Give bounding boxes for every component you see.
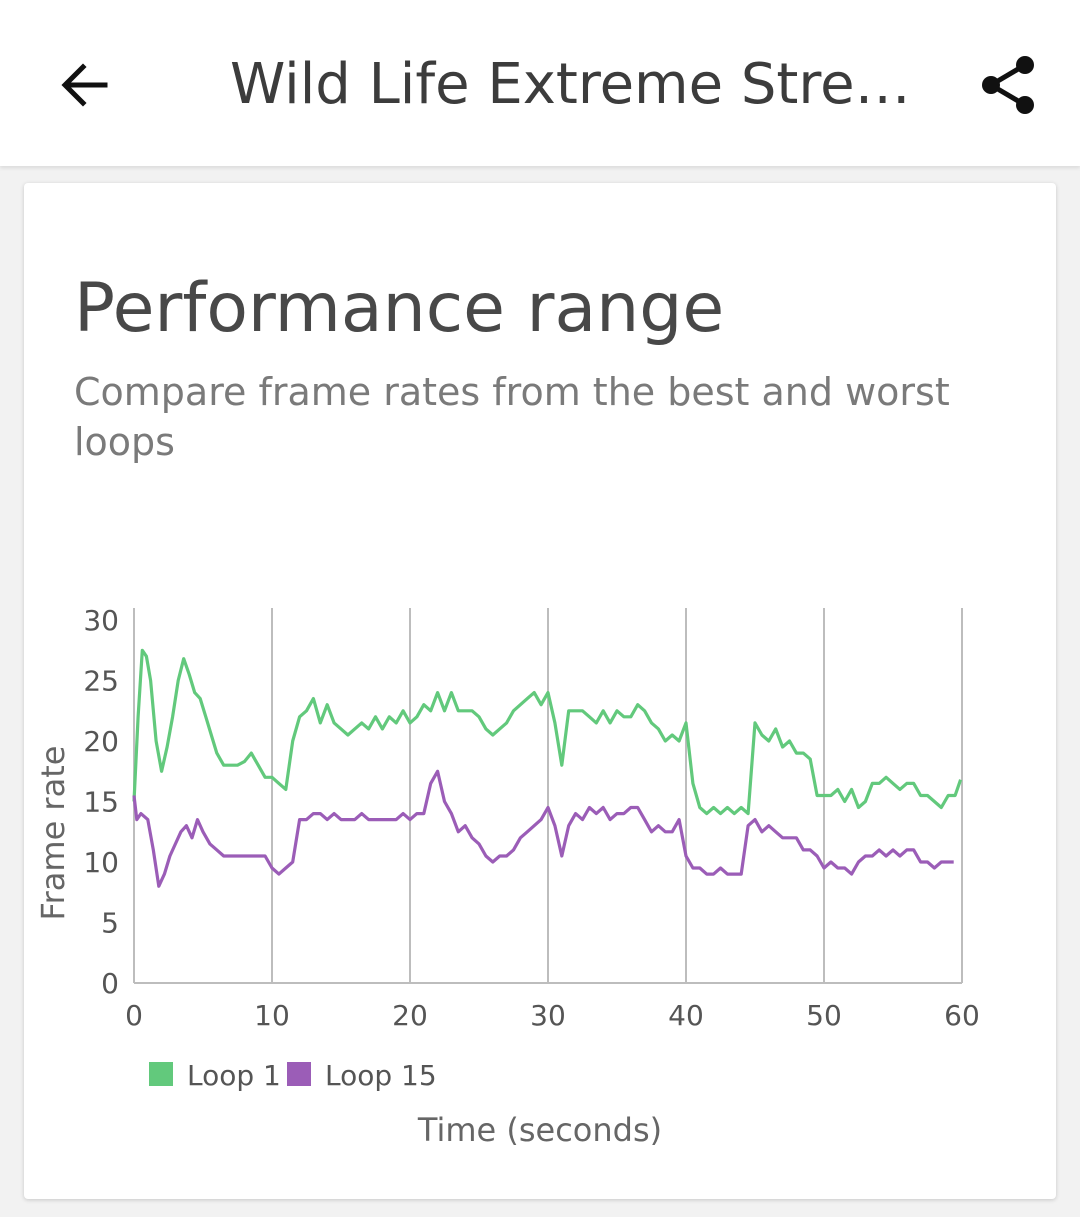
share-button[interactable]	[962, 38, 1056, 132]
x-tick-label: 50	[806, 999, 842, 1032]
arrow-left-icon	[61, 63, 108, 107]
frame-rate-chart: 0 10 20 30 40 50 60 0 5 10 15 20 25 30 Frame rate Tim…	[34, 604, 980, 1149]
y-tick-label: 20	[83, 725, 119, 758]
x-axis-title: Time (seconds)	[417, 1111, 662, 1149]
back-button[interactable]	[40, 40, 130, 130]
chart-legend: Loop 1 Loop 15	[149, 1059, 437, 1092]
x-tick-label: 40	[668, 999, 704, 1032]
x-tick-label: 30	[530, 999, 566, 1032]
performance-range-card: Performance range Compare frame rates fr…	[24, 183, 1056, 1199]
share-icon	[982, 56, 1034, 114]
app-bar-title: Wild Life Extreme Stress Test	[230, 52, 930, 117]
y-tick-label: 10	[83, 846, 119, 879]
card-title: Performance range	[74, 269, 725, 348]
series-line-loop-15	[132, 769, 954, 888]
x-tick-label: 60	[944, 999, 980, 1032]
y-tick-label: 0	[101, 967, 119, 1000]
y-axis-title: Frame rate	[34, 746, 72, 921]
chart-grid	[133, 608, 963, 984]
x-tick-label: 20	[392, 999, 428, 1032]
legend-swatch	[149, 1062, 173, 1086]
x-tick-label: 0	[125, 999, 143, 1032]
y-tick-label: 15	[83, 786, 119, 819]
y-tick-label: 30	[83, 604, 119, 637]
legend-label: Loop 15	[325, 1059, 437, 1092]
chart-ticks: 0 10 20 30 40 50 60 0 5 10 15 20 25 30	[83, 604, 979, 1032]
legend-label: Loop 1	[187, 1059, 281, 1092]
card-subtitle: Compare frame rates from the best and wo…	[74, 370, 950, 464]
y-tick-label: 5	[101, 907, 119, 940]
chart-series	[132, 648, 963, 888]
y-tick-label: 25	[83, 665, 119, 698]
series-line-loop-1	[132, 648, 963, 816]
legend-swatch	[287, 1062, 311, 1086]
app-bar: Wild Life Extreme Stress Test	[0, 0, 1080, 166]
x-tick-label: 10	[254, 999, 290, 1032]
